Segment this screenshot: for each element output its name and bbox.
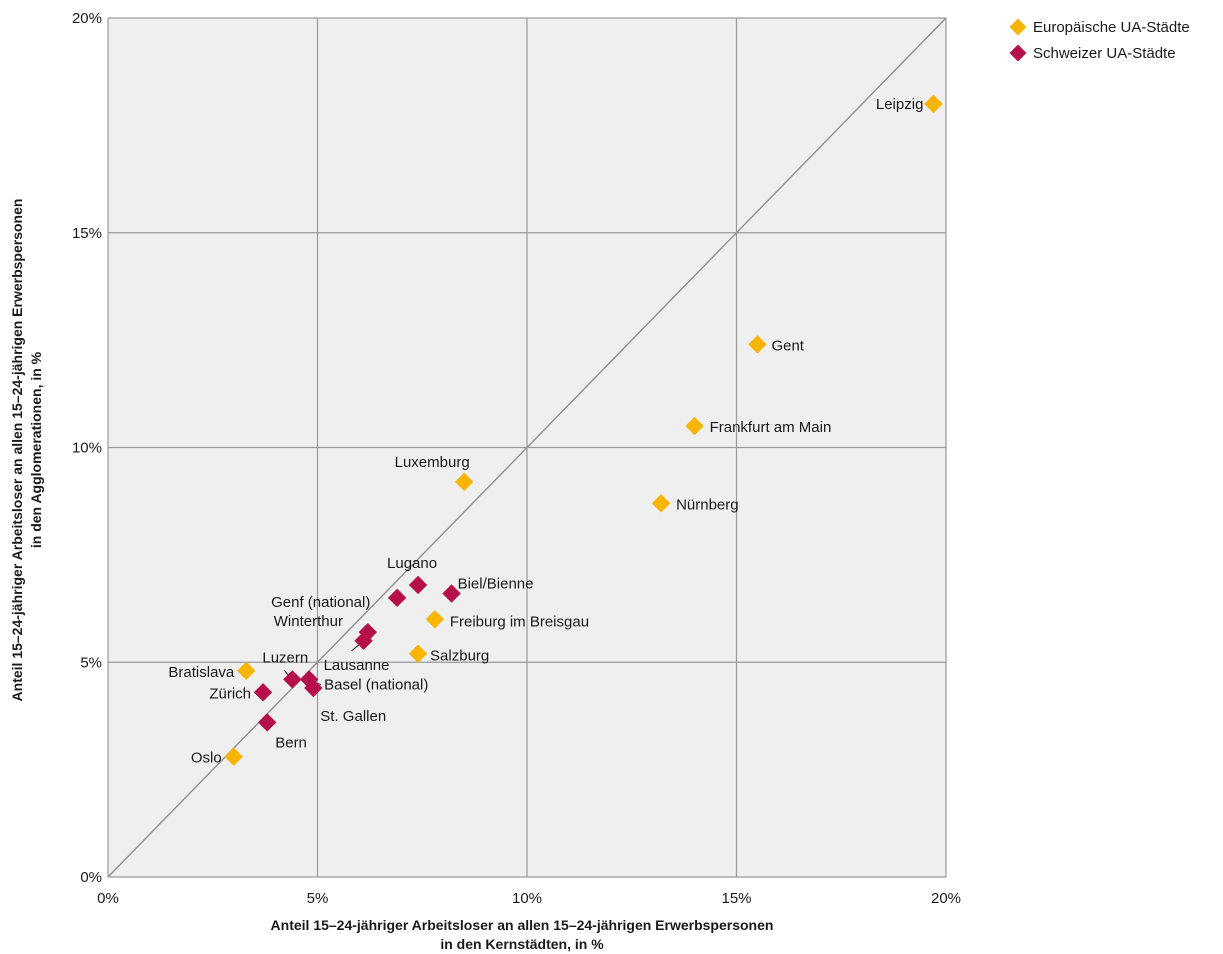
- legend-item-europe: Europäische UA-Städte: [1009, 18, 1190, 36]
- legend-label-switzerland: Schweizer UA-Städte: [1033, 45, 1176, 62]
- point-labels: Leipzig Gent Frankfurt am Main Nürnberg Luxe…: [168, 96, 923, 767]
- diagonal-reference-line: [107, 17, 947, 878]
- point-lausanne: [354, 631, 373, 650]
- y-axis-title-line1: Anteil 15–24-jähriger Arbeitsloser an al…: [9, 199, 25, 702]
- point-label-winterthur: Winterthur: [274, 613, 343, 630]
- x-tick-label-3: 15%: [721, 890, 751, 907]
- point-z-rich: [253, 683, 273, 702]
- point-label-biel-bienne: Biel/Bienne: [458, 576, 534, 593]
- y-axis-title-line2: in den Agglomerationen, in %: [28, 351, 44, 548]
- point-freiburg-im-breisgau: [425, 610, 445, 629]
- y-tick-label-2: 10%: [72, 440, 102, 457]
- legend-item-switzerland: Schweizer UA-Städte: [1009, 44, 1176, 62]
- point-oslo: [224, 747, 243, 766]
- point-label-frankfurt-am-main: Frankfurt am Main: [710, 419, 832, 436]
- point-label-gent: Gent: [771, 337, 804, 354]
- point-salzburg: [408, 644, 428, 663]
- legend-label-europe: Europäische UA-Städte: [1033, 19, 1190, 36]
- data-points: [224, 94, 943, 766]
- point-bern: [258, 713, 277, 732]
- x-axis-ticks: 0% 5% 10% 15% 20%: [97, 890, 961, 907]
- y-tick-label-4: 20%: [72, 10, 102, 27]
- x-tick-label-0: 0%: [97, 890, 119, 907]
- point-leipzig: [924, 94, 943, 114]
- x-tick-label-1: 5%: [307, 890, 329, 907]
- point-bratislava: [237, 661, 256, 681]
- x-tick-label-4: 20%: [931, 890, 961, 907]
- point-st-gallen: [304, 678, 323, 698]
- point-label-bern: Bern: [275, 734, 307, 751]
- point-gent: [748, 335, 767, 354]
- point-frankfurt-am-main: [685, 416, 704, 436]
- point-luzern: [283, 670, 302, 689]
- point-label-st-gallen: St. Gallen: [320, 708, 386, 725]
- point-label-bratislava: Bratislava: [168, 664, 235, 681]
- y-axis-ticks: 0% 5% 10% 15% 20%: [72, 10, 102, 886]
- point-label-freiburg-im-breisgau: Freiburg im Breisgau: [450, 613, 589, 630]
- x-axis-title-line1: Anteil 15–24-jähriger Arbeitsloser an al…: [271, 917, 774, 933]
- point-label-luxemburg: Luxemburg: [395, 454, 470, 471]
- point-luxemburg: [454, 472, 474, 492]
- point-n-rnberg: [651, 494, 671, 513]
- y-tick-label-3: 15%: [72, 225, 102, 242]
- x-axis-title-line2: in den Kernstädten, in %: [440, 936, 604, 952]
- point-biel-bienne: [442, 584, 461, 603]
- point-label-lugano: Lugano: [387, 555, 437, 572]
- legend-marker-europe: [1009, 18, 1027, 36]
- point-label-leipzig: Leipzig: [876, 96, 924, 113]
- x-tick-label-2: 10%: [512, 890, 542, 907]
- y-tick-label-1: 5%: [80, 654, 102, 671]
- point-label-z-rich: Zürich: [209, 685, 251, 702]
- point-label-genf-national: Genf (national): [271, 594, 370, 611]
- point-genf-national: [387, 588, 407, 608]
- point-label-basel-national: Basel (national): [324, 676, 428, 693]
- y-tick-label-0: 0%: [80, 869, 102, 886]
- point-label-salzburg: Salzburg: [430, 648, 489, 665]
- point-label-luzern: Luzern: [262, 649, 308, 666]
- point-label-oslo: Oslo: [191, 750, 222, 767]
- point-label-n-rnberg: Nürnberg: [676, 496, 739, 513]
- point-lugano: [408, 575, 428, 595]
- legend-marker-switzerland: [1009, 44, 1027, 62]
- legend: Europäische UA-Städte Schweizer UA-Städt…: [1009, 18, 1190, 62]
- point-label-lausanne: Lausanne: [324, 657, 390, 674]
